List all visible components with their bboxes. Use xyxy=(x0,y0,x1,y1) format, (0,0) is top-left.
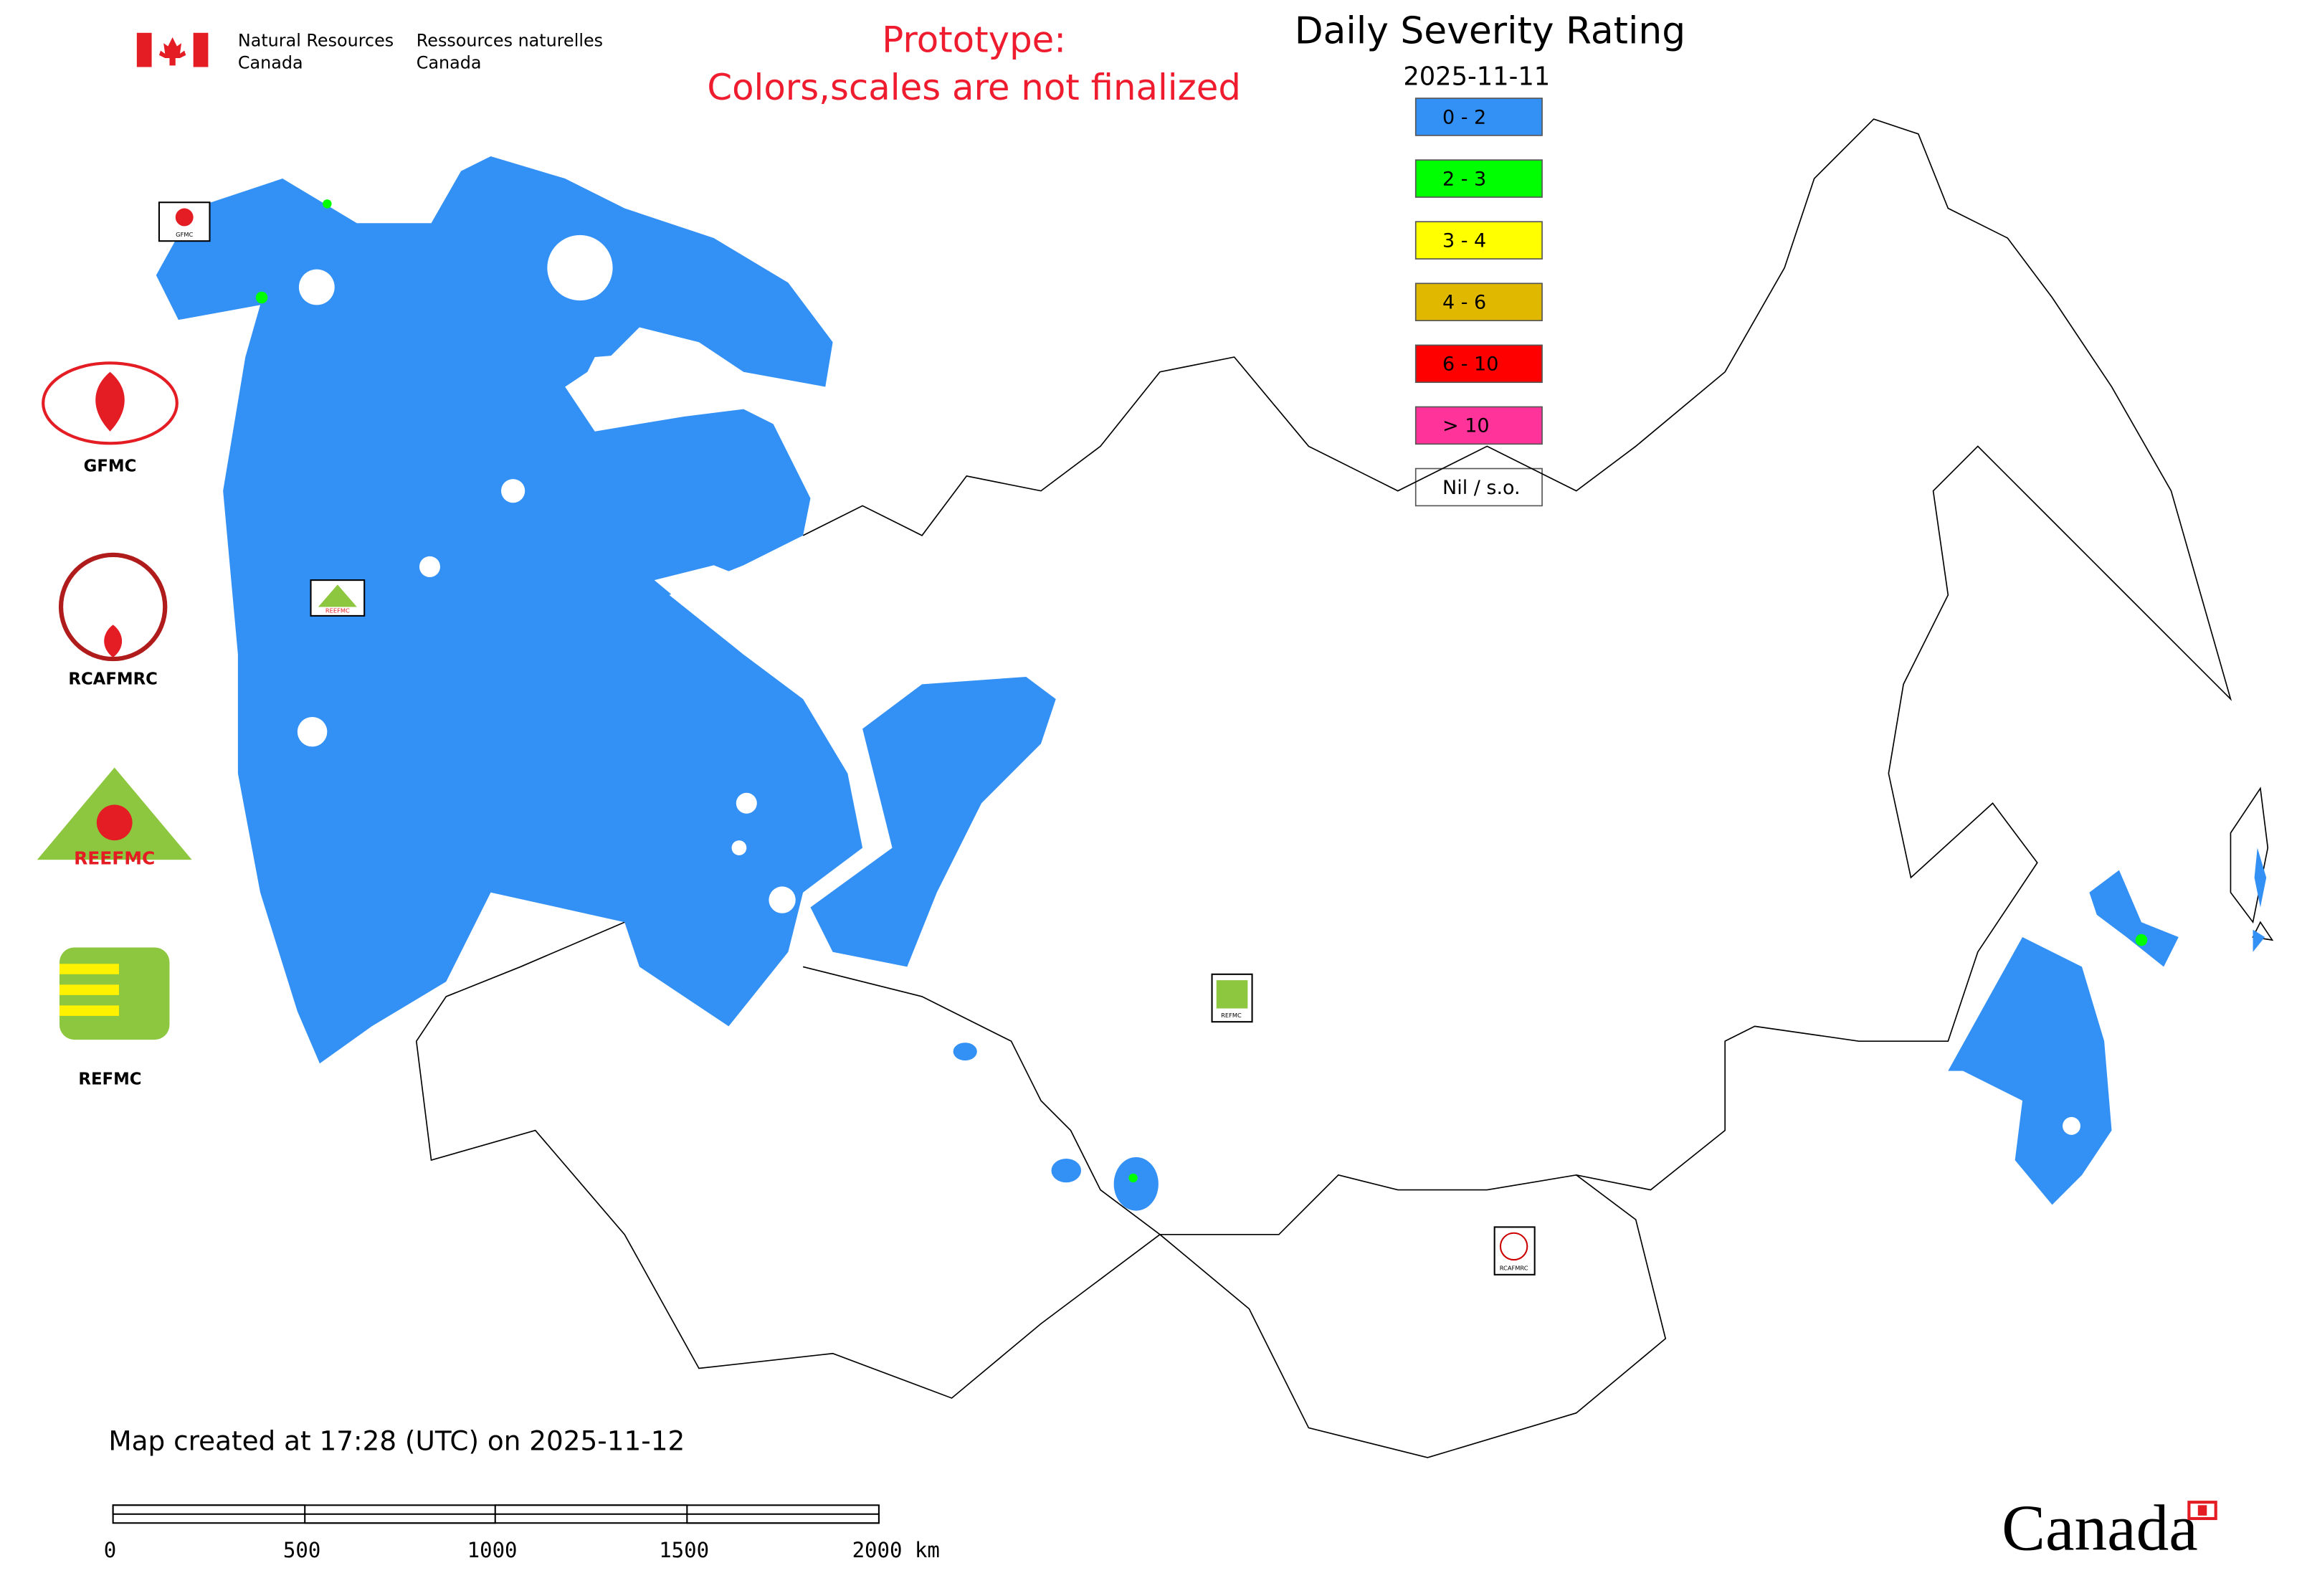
lake xyxy=(298,269,335,305)
logo-label: GFMC xyxy=(84,457,137,476)
org-text: Ressources naturelles xyxy=(417,30,603,50)
logo-label: RCAFMRC xyxy=(68,670,157,688)
org-text: Canada xyxy=(417,53,482,73)
lake xyxy=(547,234,613,301)
prototype-notice: Prototype: xyxy=(882,19,1066,61)
coast xyxy=(2230,787,2274,941)
scale-segment xyxy=(304,1513,496,1524)
legend-label: 2 - 3 xyxy=(1442,168,1486,190)
severity-area xyxy=(1948,936,2112,1205)
footer-text: Map created at 17:28 (UTC) on 2025-11-12 xyxy=(108,1425,685,1457)
legend-swatch xyxy=(1414,159,1543,198)
marker-icon xyxy=(175,208,194,227)
title: Daily Severity Rating xyxy=(1295,9,1685,52)
maple-leaf xyxy=(158,37,186,66)
flag-bar xyxy=(193,32,209,67)
legend-swatch xyxy=(1414,221,1543,260)
scale-label: 1500 xyxy=(659,1538,709,1562)
scale-label: 2000 km xyxy=(852,1538,940,1562)
country-border xyxy=(415,921,1161,1399)
severity-area xyxy=(1113,1156,1159,1211)
marker-label: RCAFMRC xyxy=(1500,1265,1528,1272)
lake xyxy=(2063,1116,2080,1135)
map-outlines xyxy=(415,118,2274,1458)
severity-areas xyxy=(156,156,2267,1211)
legend-label: > 10 xyxy=(1442,415,1489,437)
scale-bar: 0 500 1000 1500 2000 km xyxy=(104,1504,940,1562)
side-logos: GFMC RCAFMRC REEFMC REFMC xyxy=(37,361,192,1088)
wordmark: Canada xyxy=(2002,1492,2198,1564)
marker-label: GFMC xyxy=(176,231,193,238)
header: Natural Resources Canada Ressources natu… xyxy=(136,9,1685,108)
lake xyxy=(769,886,796,913)
severity-area xyxy=(953,1042,977,1061)
logo xyxy=(59,1005,119,1016)
scale-label: 1000 xyxy=(467,1538,518,1562)
scale-segment xyxy=(112,1504,306,1515)
lake xyxy=(731,840,747,855)
date: 2025-11-11 xyxy=(1403,62,1550,91)
map-markers: GFMC REEFMC REFMC RCAFMRC xyxy=(158,201,1536,1276)
org-text: Natural Resources xyxy=(238,30,394,50)
sea xyxy=(579,349,744,402)
legend-swatch xyxy=(1414,344,1543,384)
logo-label: REFMC xyxy=(78,1070,141,1088)
scale-segment xyxy=(686,1513,880,1524)
country-border xyxy=(802,118,2232,1235)
scale-segment xyxy=(494,1504,688,1515)
sea xyxy=(654,565,811,700)
scale-label: 500 xyxy=(283,1538,320,1562)
legend-label: 0 - 2 xyxy=(1442,106,1486,128)
legend-label: 6 - 10 xyxy=(1442,353,1498,376)
severity-area xyxy=(2253,847,2267,952)
severity-area xyxy=(255,291,268,304)
legend-swatch xyxy=(1414,282,1543,321)
marker-icon xyxy=(1216,980,1248,1009)
marker-icon xyxy=(1499,1232,1528,1261)
lake xyxy=(501,479,525,503)
scale-label: 0 xyxy=(104,1538,116,1562)
severity-area xyxy=(2135,934,2148,946)
severity-area xyxy=(2089,870,2179,967)
logo xyxy=(58,552,168,662)
flag-bar xyxy=(136,32,152,67)
legend-swatch xyxy=(1414,406,1543,445)
wordmark-flag xyxy=(2197,1505,2207,1516)
legend-label: Nil / s.o. xyxy=(1442,477,1521,499)
legend-label: 4 - 6 xyxy=(1442,292,1486,314)
marker-label: REEFMC xyxy=(325,607,350,614)
lake xyxy=(419,556,440,577)
org-text: Canada xyxy=(238,53,303,73)
lake xyxy=(736,792,757,814)
logo xyxy=(96,804,133,841)
severity-area xyxy=(323,199,332,209)
prototype-notice: Colors,scales are not finalized xyxy=(707,67,1241,108)
logo xyxy=(42,361,179,445)
legend-swatch xyxy=(1414,467,1543,507)
severity-area xyxy=(156,156,863,1064)
legend-label: 3 - 4 xyxy=(1442,229,1486,252)
logo xyxy=(104,624,123,657)
country-border xyxy=(1159,1174,1667,1458)
lake xyxy=(297,716,328,747)
logo-label: REEFMC xyxy=(74,847,155,868)
legend-swatch xyxy=(1414,98,1543,136)
marker-label: REFMC xyxy=(1221,1012,1242,1019)
severity-area xyxy=(810,676,1056,967)
severity-area xyxy=(1051,1159,1082,1183)
legend: 0 - 2 2 - 3 3 - 4 4 - 6 6 - 10 > 10 Nil / s.o. xyxy=(1414,98,1543,507)
logo xyxy=(59,984,119,995)
severity-area xyxy=(1128,1173,1138,1183)
marker-icon xyxy=(318,584,357,607)
logo xyxy=(59,964,119,974)
logo xyxy=(95,371,125,432)
